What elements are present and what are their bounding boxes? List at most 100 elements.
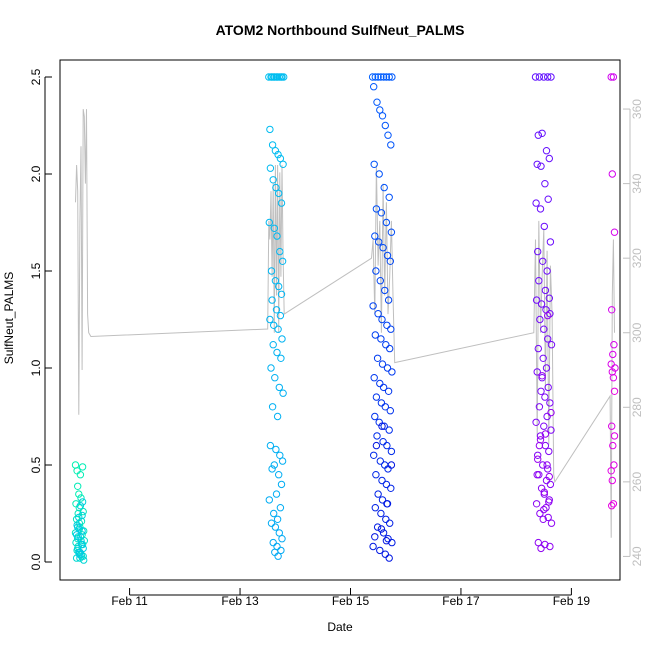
data-point — [272, 73, 281, 81]
data-point — [543, 267, 551, 275]
data-point — [381, 403, 389, 411]
data-point — [278, 335, 286, 343]
data-point — [608, 170, 616, 178]
data-point — [269, 341, 277, 349]
data-point — [269, 538, 277, 547]
data-point — [387, 447, 396, 456]
data-point — [608, 502, 616, 510]
data-point — [372, 267, 380, 275]
data-point — [545, 472, 553, 481]
x-axis: Feb 11 Feb 13 Feb 15 Feb 17 Feb 19 — [111, 588, 590, 608]
data-point — [371, 412, 379, 421]
data-point — [374, 310, 382, 318]
data-point — [76, 502, 85, 510]
data-point — [534, 455, 542, 463]
data-point — [546, 310, 554, 318]
data-point — [383, 500, 391, 508]
data-point — [387, 228, 396, 236]
data-point — [384, 131, 392, 139]
secondary-y-tick-label: 360 — [630, 99, 644, 119]
data-point — [270, 73, 278, 81]
data-point — [265, 218, 273, 227]
data-point — [372, 441, 381, 450]
data-point — [538, 374, 546, 382]
data-point — [383, 251, 392, 260]
data-point — [75, 550, 84, 558]
data-point — [546, 399, 554, 407]
data-point — [278, 257, 287, 265]
data-point — [381, 286, 389, 295]
data-point — [610, 228, 619, 236]
x-tick-label: Feb 11 — [111, 594, 148, 608]
data-point — [272, 306, 281, 314]
data-point — [540, 73, 548, 81]
data-point — [384, 387, 393, 395]
data-point — [544, 335, 552, 343]
data-point — [275, 529, 283, 537]
data-point — [371, 533, 379, 541]
data-point — [532, 418, 540, 426]
data-point — [610, 461, 618, 469]
data-point — [388, 73, 396, 81]
data-point — [610, 432, 619, 440]
data-point — [377, 335, 385, 343]
data-point — [277, 199, 286, 207]
data-point — [608, 422, 616, 430]
data-point — [547, 73, 555, 81]
data-point — [271, 374, 279, 382]
secondary-y-tick-label: 340 — [630, 173, 644, 193]
data-point — [370, 374, 378, 382]
data-point — [373, 98, 381, 106]
data-point — [275, 73, 283, 81]
data-point — [78, 498, 87, 506]
data-point — [270, 509, 278, 518]
data-point — [374, 490, 382, 498]
secondary-y-tick-label: 260 — [630, 472, 644, 492]
y-tick-label: 2.0 — [29, 165, 43, 182]
data-point — [373, 354, 382, 362]
data-point — [268, 403, 277, 411]
data-point — [384, 535, 392, 543]
data-point — [546, 542, 554, 551]
data-point — [547, 426, 555, 434]
data-point — [540, 222, 548, 231]
data-point — [277, 480, 286, 489]
data-point — [539, 354, 547, 362]
series-1 — [71, 461, 89, 564]
data-point — [544, 465, 552, 473]
data-point — [368, 73, 377, 81]
data-point — [545, 498, 553, 506]
data-point — [544, 195, 552, 203]
data-point — [268, 465, 276, 473]
series-5 — [607, 73, 619, 510]
data-point — [608, 476, 616, 485]
data-point — [373, 523, 382, 531]
data-point — [275, 471, 283, 479]
data-point — [74, 509, 82, 518]
data-point — [536, 509, 544, 518]
data-point — [386, 344, 394, 353]
x-tick-label: Feb 15 — [332, 594, 370, 608]
data-point — [609, 441, 617, 450]
data-point — [384, 296, 393, 304]
y-tick-label: 1.5 — [29, 262, 43, 279]
data-point — [74, 482, 82, 490]
data-point — [609, 500, 618, 508]
data-point — [378, 360, 387, 368]
data-point — [78, 463, 87, 471]
data-point — [79, 507, 87, 516]
data-point — [610, 387, 619, 395]
data-point — [537, 544, 545, 553]
data-point — [274, 325, 282, 333]
secondary-y-axis: 240 260 280 300 320 340 360 — [623, 99, 644, 566]
data-point — [532, 296, 541, 304]
data-point — [381, 121, 389, 130]
y-tick-label: 0.0 — [29, 553, 43, 570]
data-point — [538, 372, 546, 380]
data-point — [379, 244, 387, 252]
secondary-y-tick-label: 280 — [630, 397, 644, 417]
plot-frame — [59, 59, 621, 581]
data-point — [375, 238, 383, 246]
data-point — [374, 73, 382, 81]
